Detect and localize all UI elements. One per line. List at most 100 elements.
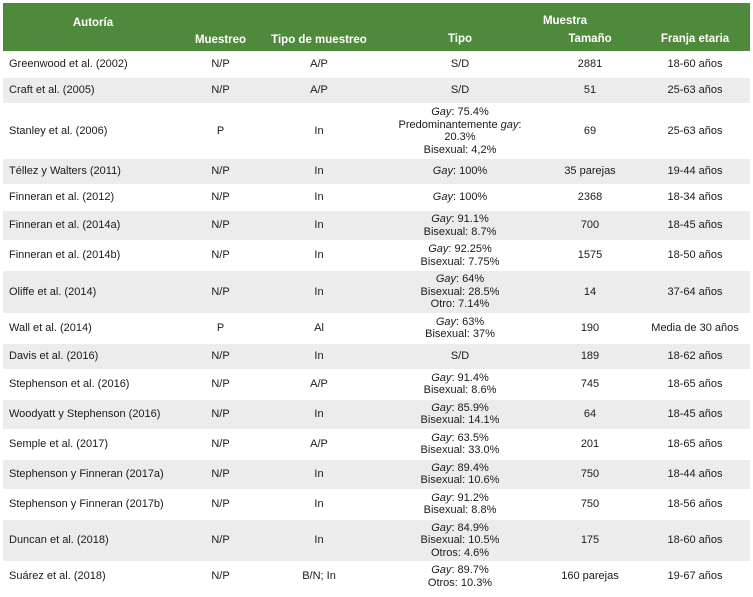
cell-muestreo: N/P	[183, 368, 258, 399]
tipo-line: Gay: 89.7%	[384, 564, 536, 577]
cell-tamano: 189	[540, 342, 640, 369]
tipo-text: Otros: 10.3%	[427, 576, 493, 589]
cell-muestreo: P	[183, 312, 258, 343]
cell-muestreo: P	[183, 103, 258, 159]
tipo-line: Gay: 64%	[384, 273, 536, 286]
cell-franja: 18-65 años	[640, 428, 751, 459]
cell-muestreo: N/P	[183, 270, 258, 313]
tipo-line: Bisexual: 33.0%	[384, 444, 536, 457]
table-row: Woodyatt y Stephenson (2016) N/P In Gay: 85…	[3, 398, 751, 429]
tipo-text: : 85.9%	[451, 401, 489, 414]
tipo-line: S/D	[384, 350, 536, 363]
tipo-line: Bisexual: 10.5%	[384, 534, 536, 547]
cell-franja: 18-45 años	[640, 210, 751, 241]
cell-franja: 18-45 años	[640, 398, 751, 429]
tipo-line: Gay: 92.25%	[384, 243, 536, 256]
cell-tipo: Gay: 91.1% Bisexual: 8.7%	[380, 210, 540, 241]
tipo-line: Gay: 89.4%	[384, 462, 536, 475]
table-row: Davis et al. (2016) N/P In S/D 189 18-62 años	[3, 342, 751, 369]
tipo-text: Gay	[431, 491, 452, 504]
cell-tipo: Gay: 89.7% Otros: 10.3%	[380, 561, 540, 591]
tipo-line: Otro: 7.14%	[384, 298, 536, 311]
tipo-text: Bisexual: 33.0%	[420, 444, 500, 456]
table-row: Finneran et al. (2014a) N/P In Gay: 91.1% Bi…	[3, 210, 751, 241]
cell-tamano: 64	[540, 398, 640, 429]
tipo-text: : 84.9%	[451, 521, 489, 534]
cell-tipo: Gay: 63% Bisexual: 37%	[380, 312, 540, 343]
table-row: Finneran et al. (2012) N/P In Gay: 100% 2368…	[3, 184, 751, 211]
cell-tamano: 35 parejas	[540, 158, 640, 185]
header-muestra: Muestra	[380, 3, 751, 27]
table-row: Craft et al. (2005) N/P A/P S/D 51 25-63 años	[3, 77, 751, 104]
cell-tamano: 190	[540, 312, 640, 343]
tipo-line: Bisexual: 14.1%	[384, 414, 536, 427]
cell-franja: 18-44 años	[640, 458, 751, 489]
tipo-line: Gay: 91.2%	[384, 492, 536, 505]
tipo-line: Gay: 91.1%	[384, 213, 536, 226]
table-row: Stephenson y Finneran (2017a) N/P In Gay: 8…	[3, 458, 751, 489]
tipo-text: Gay	[431, 213, 452, 225]
tipo-line: Bisexual: 8.6%	[384, 384, 536, 397]
table-row: Semple et al. (2017) N/P A/P Gay: 63.5% Bise…	[3, 428, 751, 459]
cell-tipo: Gay: 63.5% Bisexual: 33.0%	[380, 428, 540, 459]
cell-tipo: S/D	[380, 342, 540, 369]
cell-autoria: Stephenson et al. (2016)	[3, 368, 183, 399]
cell-autoria: Craft et al. (2005)	[3, 77, 183, 104]
cell-autoria: Wall et al. (2014)	[3, 312, 183, 343]
cell-tipo: Gay: 85.9% Bisexual: 14.1%	[380, 398, 540, 429]
cell-tamano: 750	[540, 458, 640, 489]
cell-tipo-muestreo: A/P	[258, 368, 380, 399]
tipo-text: S/D	[450, 84, 470, 97]
header-tamano: Tamaño	[540, 27, 640, 52]
tipo-text: Gay	[432, 165, 453, 178]
cell-franja: 25-63 años	[640, 77, 751, 104]
cell-autoria: Suárez et al. (2018)	[3, 561, 183, 591]
tipo-line: Bisexual: 10.6%	[384, 474, 536, 487]
tipo-line: Gay: 100%	[384, 191, 536, 204]
cell-tamano: 700	[540, 210, 640, 241]
table-row: Stanley et al. (2006) P In Gay: 75.4% Predom…	[3, 103, 751, 159]
tipo-line: Bisexual: 4,2%	[384, 144, 536, 157]
cell-tipo: S/D	[380, 51, 540, 78]
tipo-text: gay	[500, 118, 519, 131]
cell-tipo-muestreo: A/P	[258, 428, 380, 459]
cell-autoria: Stanley et al. (2006)	[3, 103, 183, 159]
tipo-line: Bisexual: 37%	[384, 328, 536, 341]
cell-autoria: Woodyatt y Stephenson (2016)	[3, 398, 183, 429]
tipo-text: : 63%	[456, 315, 485, 328]
cell-tipo-muestreo: In	[258, 342, 380, 369]
cell-muestreo: N/P	[183, 77, 258, 104]
tipo-line: Bisexual: 8.8%	[384, 504, 536, 517]
tipo-line: S/D	[384, 84, 536, 97]
cell-tamano: 745	[540, 368, 640, 399]
cell-muestreo: N/P	[183, 428, 258, 459]
tipo-text: : 20.3%	[444, 118, 522, 144]
tipo-text: Bisexual: 8.7%	[423, 225, 497, 238]
cell-muestreo: N/P	[183, 240, 258, 271]
cell-autoria: Davis et al. (2016)	[3, 342, 183, 369]
tipo-text: : 63.5%	[451, 431, 489, 444]
cell-muestreo: N/P	[183, 210, 258, 241]
tipo-line: Otros: 10.3%	[384, 577, 536, 590]
tipo-text: : 92.25%	[448, 243, 492, 255]
cell-muestreo: N/P	[183, 342, 258, 369]
cell-autoria: Stephenson y Finneran (2017b)	[3, 488, 183, 519]
cell-tipo: Gay: 91.4% Bisexual: 8.6%	[380, 368, 540, 399]
cell-tamano: 1575	[540, 240, 640, 271]
cell-tamano: 175	[540, 518, 640, 562]
tipo-text: Bisexual: 8.6%	[423, 384, 497, 396]
tipo-text: : 91.1%	[451, 213, 489, 225]
cell-autoria: Finneran et al. (2012)	[3, 184, 183, 211]
tipo-text: Gay	[431, 371, 452, 384]
cell-tamano: 750	[540, 488, 640, 519]
tipo-text: Gay	[435, 273, 457, 285]
tipo-line: Bisexual: 7.75%	[384, 256, 536, 269]
cell-tamano: 201	[540, 428, 640, 459]
cell-muestreo: N/P	[183, 184, 258, 211]
table-row: Greenwood et al. (2002) N/P A/P S/D 2881 18-6…	[3, 51, 751, 78]
cell-tipo: Gay: 100%	[380, 184, 540, 211]
tipo-text: Bisexual: 10.6%	[420, 474, 500, 486]
table-body: Greenwood et al. (2002) N/P A/P S/D 2881 18-6…	[3, 51, 751, 591]
cell-tipo-muestreo: In	[258, 270, 380, 313]
cell-tamano: 2881	[540, 51, 640, 78]
